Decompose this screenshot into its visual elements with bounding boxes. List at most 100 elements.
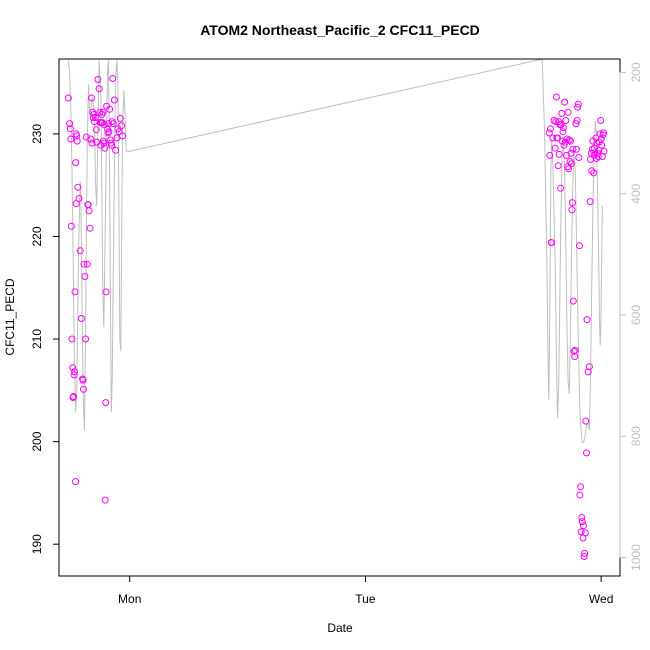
data-point	[115, 128, 123, 136]
y-tick-label: 220	[30, 226, 44, 246]
data-point	[569, 145, 577, 153]
data-point	[548, 239, 556, 247]
right-tick-label: 600	[629, 305, 643, 325]
data-point	[584, 368, 592, 376]
right-tick-label: 800	[629, 426, 643, 446]
data-point	[590, 169, 598, 177]
data-point	[569, 297, 577, 305]
data-point	[580, 553, 588, 560]
data-point	[105, 120, 112, 128]
data-point	[104, 129, 112, 137]
y-axis: 190 200 210 220 230	[30, 124, 60, 554]
y-tick-label: 230	[30, 124, 44, 144]
data-point	[88, 139, 96, 147]
data-point	[586, 198, 594, 206]
data-point	[77, 315, 85, 322]
data-point	[75, 195, 83, 202]
data-point	[570, 347, 578, 355]
data-point	[96, 108, 104, 116]
data-point	[71, 288, 79, 296]
data-point	[572, 145, 580, 153]
data-point	[592, 155, 600, 162]
data-point	[74, 183, 82, 191]
data-point	[561, 98, 569, 106]
profile-line	[67, 58, 603, 443]
data-point	[67, 135, 75, 143]
data-point	[567, 160, 575, 168]
data-point	[76, 247, 84, 255]
data-point	[567, 149, 575, 157]
data-point	[562, 117, 570, 124]
data-point	[106, 136, 114, 144]
data-point	[588, 167, 596, 175]
x-tick-label: Mon	[118, 592, 141, 606]
data-point	[576, 242, 583, 250]
data-point	[577, 528, 585, 536]
data-point	[560, 141, 568, 149]
data-point	[545, 129, 553, 137]
data-point	[72, 478, 79, 486]
data-point	[73, 132, 81, 140]
data-point	[81, 273, 89, 280]
data-point	[600, 129, 607, 137]
data-point	[95, 85, 103, 93]
data-point	[92, 126, 100, 134]
data-point	[566, 158, 574, 166]
data-point	[555, 150, 563, 158]
data-point	[110, 96, 118, 104]
data-point	[99, 108, 107, 116]
data-point	[68, 335, 76, 343]
x-axis: Mon Tue Wed	[118, 575, 613, 606]
y-tick-label: 200	[30, 431, 44, 451]
data-point	[565, 136, 573, 144]
data-point	[559, 128, 567, 136]
right-axis: 200 400 600 800 1000	[619, 62, 643, 571]
data-point	[580, 522, 587, 530]
data-point	[100, 139, 108, 147]
data-point	[118, 122, 125, 130]
data-point	[581, 549, 589, 557]
data-point	[87, 135, 95, 143]
data-point	[578, 518, 586, 526]
data-point	[568, 206, 576, 214]
data-point	[80, 385, 87, 393]
depth-profile-line	[67, 58, 603, 443]
data-point	[557, 184, 565, 192]
data-point	[575, 154, 583, 161]
data-point	[554, 134, 561, 142]
data-point	[85, 207, 93, 215]
data-point	[119, 132, 127, 140]
data-point	[546, 151, 554, 159]
x-axis-label: Date	[327, 621, 353, 635]
data-point	[67, 222, 75, 230]
data-point	[72, 200, 80, 208]
right-tick-label: 1000	[629, 544, 643, 571]
data-point	[105, 128, 113, 136]
data-point	[552, 93, 560, 101]
y-tick-label: 210	[30, 329, 44, 349]
data-point	[82, 335, 90, 343]
x-tick-label: Wed	[589, 592, 613, 606]
data-point	[70, 393, 78, 400]
data-point	[585, 363, 593, 371]
data-point	[568, 199, 576, 207]
data-point	[101, 496, 109, 504]
data-point	[89, 114, 97, 121]
data-point	[573, 117, 581, 124]
data-point	[116, 115, 124, 122]
data-point	[547, 125, 554, 133]
data-point	[106, 105, 114, 113]
data-point	[582, 417, 590, 425]
data-point	[102, 399, 110, 407]
data-point	[600, 147, 608, 155]
data-point	[73, 137, 81, 145]
data-point	[583, 449, 590, 457]
data-point	[583, 316, 591, 324]
data-point	[597, 117, 605, 124]
data-point	[70, 371, 78, 379]
data-point	[551, 144, 559, 152]
x-tick-label: Tue	[355, 592, 376, 606]
chart-title: ATOM2 Northeast_Pacific_2 CFC11_PECD	[200, 22, 480, 38]
data-point	[94, 76, 102, 83]
data-point	[571, 346, 579, 354]
